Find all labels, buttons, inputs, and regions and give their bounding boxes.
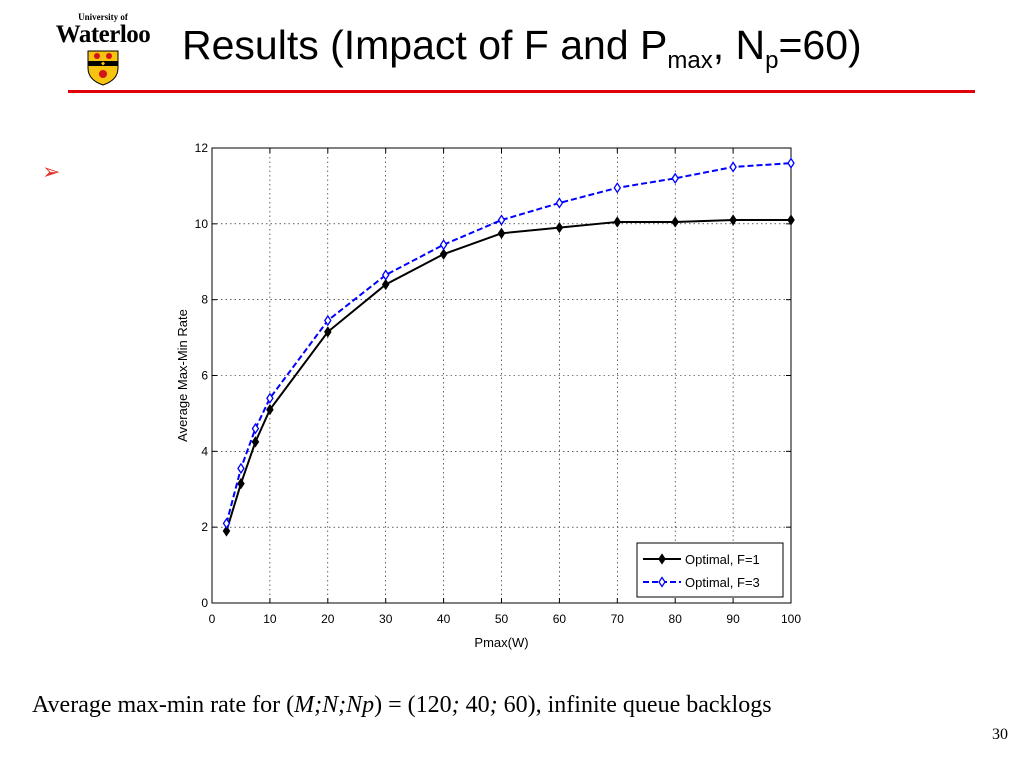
x-tick-label: 50 [495,612,509,626]
slide-title: Results (Impact of F and Pmax, Np=60) [182,22,862,75]
data-point [671,216,679,228]
chart-legend: Optimal, F=1 Optimal, F=3 [636,542,784,598]
x-tick-label: 0 [209,612,216,626]
logo-waterloo: Waterloo [55,21,151,48]
y-tick-label: 2 [201,520,208,534]
x-tick-label: 100 [781,612,801,626]
series-1 [222,214,795,537]
chart-grid [212,148,791,603]
figure-caption: Average max-min rate for (M;N;Np) = (120… [32,692,772,719]
logo-university-of: University of [78,12,128,22]
y-tick-label: 12 [195,141,209,155]
series-2 [222,157,795,530]
data-point [787,157,795,169]
x-tick-label: 90 [726,612,740,626]
data-point [222,525,231,537]
data-point [729,161,737,173]
y-axis-label: Average Max-Min Rate [175,309,190,442]
x-axis-label: Pmax(W) [474,635,528,650]
caption-vars: M;N;Np [294,692,375,718]
x-tick-label: 70 [611,612,625,626]
data-point [381,269,390,281]
data-point [671,172,679,185]
data-point [237,462,245,475]
axis-ticks: 0 10 20 30 40 50 60 70 80 90 100 0 2 4 6 8 10 12 [195,141,802,626]
legend-box [636,542,784,598]
chart-series [222,157,795,537]
caption-value-2: 40 [459,692,490,718]
page-number: 30 [992,726,1008,743]
caption-eq: ) = (120 [374,692,452,718]
crest-icon [87,50,119,86]
data-point [222,517,231,530]
data-point [251,436,260,448]
legend-marker [658,553,666,565]
title-main: Results (Impact of F and P [182,22,668,68]
data-point [266,392,274,404]
series-line [225,162,792,524]
x-tick-label: 20 [321,612,335,626]
data-point [439,239,448,251]
x-tick-label: 40 [437,612,451,626]
data-point [497,227,506,239]
caption-end: 60), infinite queue backlogs [497,692,772,718]
caption-sep-1: ; [451,692,460,718]
university-logo: University of Waterloo [52,12,154,88]
arrow-bullet-icon: ➢ [42,159,61,184]
data-point [613,216,622,228]
title-subscript-p: p [765,47,779,74]
y-tick-label: 0 [201,596,208,610]
x-tick-label: 10 [263,612,277,626]
y-tick-label: 6 [201,369,208,383]
title-mid: , N [712,22,766,68]
title-rule [68,90,975,93]
data-point [266,403,274,416]
legend-label: Optimal, F=3 [685,575,760,590]
legend-label: Optimal, F=1 [685,552,760,567]
data-point [555,221,564,234]
data-point [787,214,795,226]
y-tick-label: 10 [195,217,209,231]
caption-sep-2: ; [489,692,498,718]
data-point [729,214,737,226]
data-point [381,278,390,291]
y-tick-label: 8 [201,293,208,307]
x-tick-label: 60 [553,612,567,626]
data-point [613,182,622,194]
x-tick-label: 80 [669,612,683,626]
data-point [324,314,332,327]
title-subscript-max: max [667,47,713,74]
legend-marker [658,576,666,588]
title-end: =60) [778,22,862,68]
caption-start: Average max-min rate for ( [32,692,295,718]
x-tick-label: 30 [379,612,393,626]
data-point [497,214,506,226]
data-point [237,477,245,490]
data-point [251,422,260,435]
data-point [439,248,448,260]
y-tick-label: 4 [201,444,208,458]
data-point [324,326,332,338]
data-point [555,197,564,209]
